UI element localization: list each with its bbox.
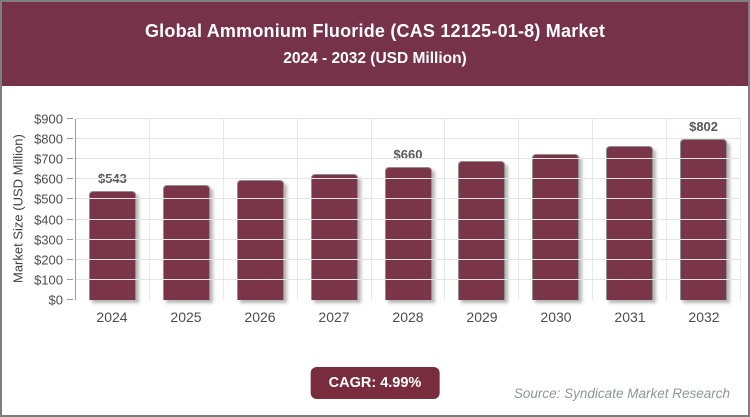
- y-tick-mark: [67, 299, 73, 300]
- bar-column: [445, 119, 520, 300]
- y-tick-mark: [67, 198, 73, 200]
- y-tick-label: $200: [34, 252, 63, 268]
- chart-title-line1: Global Ammonium Fluoride (CAS 12125-01-8…: [144, 20, 606, 41]
- source-text: Source: Syndicate Market Research: [513, 386, 730, 401]
- bar-2031: [606, 146, 654, 300]
- gridline: [76, 118, 741, 119]
- y-tick-mark: [67, 158, 73, 160]
- x-tick-label: 2025: [170, 309, 202, 325]
- bar-value-label: $543: [97, 170, 127, 186]
- y-tick-label: $0: [48, 292, 63, 308]
- bar-column: $802: [667, 118, 742, 300]
- x-tick-label: 2027: [318, 309, 350, 325]
- bar-value-label: $802: [689, 118, 719, 134]
- gridline: [76, 138, 741, 140]
- x-tick-label: 2028: [392, 309, 424, 325]
- bar-2025: [162, 185, 210, 300]
- y-tick-label: $400: [34, 212, 63, 228]
- y-tick-mark: [67, 278, 73, 280]
- bar-column: $660: [372, 119, 446, 300]
- gridline: [76, 198, 741, 200]
- gridline: [76, 278, 741, 280]
- y-tick-mark: [67, 218, 73, 220]
- bar-column: [298, 119, 372, 300]
- y-tick-label: $100: [34, 272, 63, 288]
- y-tick-mark: [67, 178, 73, 180]
- bar-column: [519, 119, 594, 300]
- bar-columns: $543 $660 $802: [76, 118, 742, 300]
- gridline: [76, 258, 741, 260]
- x-tick-label: 2029: [466, 309, 498, 325]
- x-tick-label: 2024: [96, 309, 128, 325]
- gridline: [76, 218, 741, 220]
- bar-column: [593, 119, 668, 300]
- y-axis-ticks: $0 $100 $200 $300 $400 $500 $600 $700 $800 $900: [2, 112, 73, 308]
- y-tick-label: $300: [34, 232, 63, 248]
- bar-2030: [532, 153, 580, 300]
- gridline: [76, 238, 741, 240]
- gridline: [76, 178, 741, 180]
- cagr-badge: CAGR: 4.99%: [310, 367, 440, 399]
- x-tick-label: 2026: [244, 309, 276, 325]
- chart-title-banner: Global Ammonium Fluoride (CAS 12125-01-8…: [2, 2, 748, 86]
- bar-column: $543: [76, 119, 150, 300]
- y-tick-label: $500: [34, 191, 63, 207]
- bar-2028: $660: [384, 147, 432, 300]
- bar-2027: [310, 173, 358, 300]
- bar-value-label: $660: [393, 147, 423, 163]
- x-tick-label: 2030: [540, 309, 572, 325]
- y-tick-mark: [67, 118, 73, 119]
- bar-2024: $543: [88, 171, 136, 300]
- y-tick-mark: [67, 258, 73, 260]
- y-tick-label: $700: [34, 151, 63, 167]
- y-tick-label: $800: [34, 131, 63, 147]
- bar-column: [150, 119, 224, 300]
- bar-2029: [458, 160, 506, 300]
- bar-2026: [236, 179, 284, 300]
- y-tick-label: $900: [34, 111, 63, 127]
- plot-area: $543 $660 $802: [75, 118, 742, 300]
- bar-column: [224, 119, 298, 300]
- y-tick-mark: [67, 138, 73, 140]
- x-tick-label: 2032: [688, 309, 720, 325]
- x-tick-label: 2031: [614, 309, 646, 325]
- chart-title-line2: 2024 - 2032 (USD Million): [283, 49, 467, 67]
- x-axis-labels: 2024 2025 2026 2027 2028 2029 2030 2031 2032: [75, 309, 741, 325]
- y-tick-mark: [67, 238, 73, 240]
- gridline: [76, 158, 741, 160]
- y-tick-label: $600: [34, 171, 63, 187]
